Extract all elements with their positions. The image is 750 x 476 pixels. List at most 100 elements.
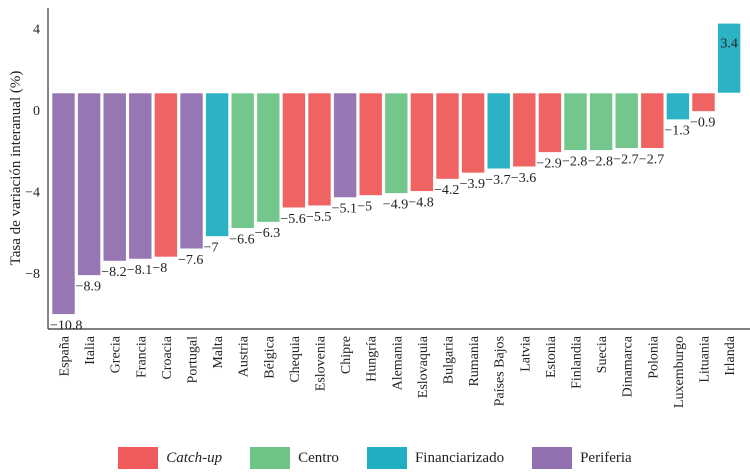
x-tick-label: Rumania (467, 335, 482, 386)
bar (435, 92, 460, 180)
y-tick-label: −4 (25, 186, 40, 201)
bar (691, 92, 716, 112)
data-label: −2.8 (588, 154, 613, 169)
y-axis-title: Tasa de variación interanual (%) (8, 71, 24, 266)
data-label: −4.2 (434, 183, 459, 198)
data-label: −3.9 (460, 177, 485, 192)
x-tick-label: Austria (237, 335, 252, 377)
legend-label: Centro (298, 449, 339, 466)
bar (538, 92, 562, 153)
x-tick-label: Irlanda (723, 335, 738, 375)
data-label: −2.9 (536, 156, 561, 171)
data-label: −5.5 (306, 210, 331, 225)
bar (640, 92, 665, 149)
legend-item: Centro (250, 447, 339, 469)
x-tick-label: Polonia (646, 335, 661, 379)
bar (102, 92, 127, 262)
legend-swatch (250, 447, 291, 469)
data-label: −4.8 (408, 195, 433, 210)
data-label: −2.7 (613, 152, 638, 167)
x-tick-label: Francia (134, 335, 149, 378)
legend-swatch (118, 447, 159, 469)
data-label: −10.8 (50, 318, 82, 333)
x-tick-label: Eslovenia (314, 335, 329, 391)
x-tick-label: Dinamarca (621, 335, 636, 397)
x-tick-label: Italia (83, 335, 98, 365)
data-label: −0.9 (690, 115, 715, 130)
data-label: −3.6 (511, 171, 536, 186)
bar (128, 92, 153, 260)
x-tick-label: Grecia (109, 335, 124, 373)
x-tick-label: Portugal (186, 336, 201, 384)
bar (179, 92, 204, 250)
legend-item: Financiarizado (366, 447, 505, 469)
legend-swatch (532, 447, 573, 469)
x-tick-label: Bulgaria (442, 335, 457, 384)
bar (51, 92, 76, 315)
legend-item: Periferia (532, 447, 632, 469)
bar (358, 92, 383, 196)
x-tick-label: Hungría (365, 335, 380, 382)
x-tick-label: Chequia (288, 335, 303, 382)
x-tick-label: Estonia (544, 335, 559, 378)
y-tick-label: 4 (33, 22, 40, 37)
bar (205, 92, 229, 237)
data-label: −7.6 (178, 253, 203, 268)
data-label: −4.9 (383, 197, 408, 212)
data-label: −6.6 (229, 232, 254, 247)
x-tick-label: Lituania (698, 335, 713, 382)
data-label: −1.3 (664, 124, 689, 139)
data-label: −5.1 (332, 202, 357, 217)
bar (486, 92, 511, 170)
legend-label: Catch-up (166, 449, 223, 466)
data-label: −5.6 (280, 212, 305, 227)
data-label: −2.8 (562, 154, 587, 169)
x-tick-label: Chipre (339, 336, 354, 374)
legend-swatch (366, 447, 407, 469)
data-label: −5 (357, 200, 372, 215)
bar (307, 92, 332, 207)
x-tick-label: Alemania (390, 335, 405, 390)
bar (230, 92, 255, 229)
x-tick-label: Croacia (160, 335, 175, 379)
legend: Catch-up Centro Financiarizado Periferia (0, 447, 750, 469)
bar (282, 92, 306, 209)
x-tick-label: Latvia (518, 335, 533, 372)
legend-label: Periferia (580, 449, 632, 466)
x-tick-label: Finlandia (570, 335, 585, 389)
y-tick-label: −8 (25, 267, 40, 282)
x-tick-label: Países Bajos (493, 336, 508, 406)
y-tick-label: 0 (33, 104, 40, 119)
bar (666, 92, 690, 120)
legend-item: Catch-up (118, 447, 222, 469)
data-label: −6.3 (255, 226, 280, 241)
x-tick-label: España (58, 335, 73, 376)
bar (333, 92, 357, 198)
data-label: −8.9 (76, 279, 101, 294)
data-label: −8.1 (127, 263, 152, 278)
x-tick-label: Malta (211, 335, 226, 368)
data-label: −8 (152, 261, 167, 276)
x-tick-label: Luxemburgo (672, 336, 687, 408)
bar (563, 92, 588, 151)
bar (717, 22, 741, 94)
legend-label: Financiarizado (414, 449, 505, 466)
data-label: 3.4 (720, 36, 738, 51)
x-tick-label: Bélgica (262, 335, 277, 379)
bar (589, 92, 613, 151)
bar (154, 92, 178, 258)
bar (384, 92, 409, 194)
data-label: −8.2 (101, 265, 126, 280)
bar (77, 92, 101, 276)
data-label: −2.7 (639, 152, 664, 167)
x-tick-label: Eslovaquia (416, 335, 431, 398)
bar (410, 92, 434, 192)
bar (256, 92, 281, 223)
data-label: −7 (204, 241, 219, 256)
x-tick-label: Suecia (595, 335, 610, 373)
bar (614, 92, 639, 149)
data-label: −3.7 (485, 173, 510, 188)
bar (461, 92, 485, 174)
